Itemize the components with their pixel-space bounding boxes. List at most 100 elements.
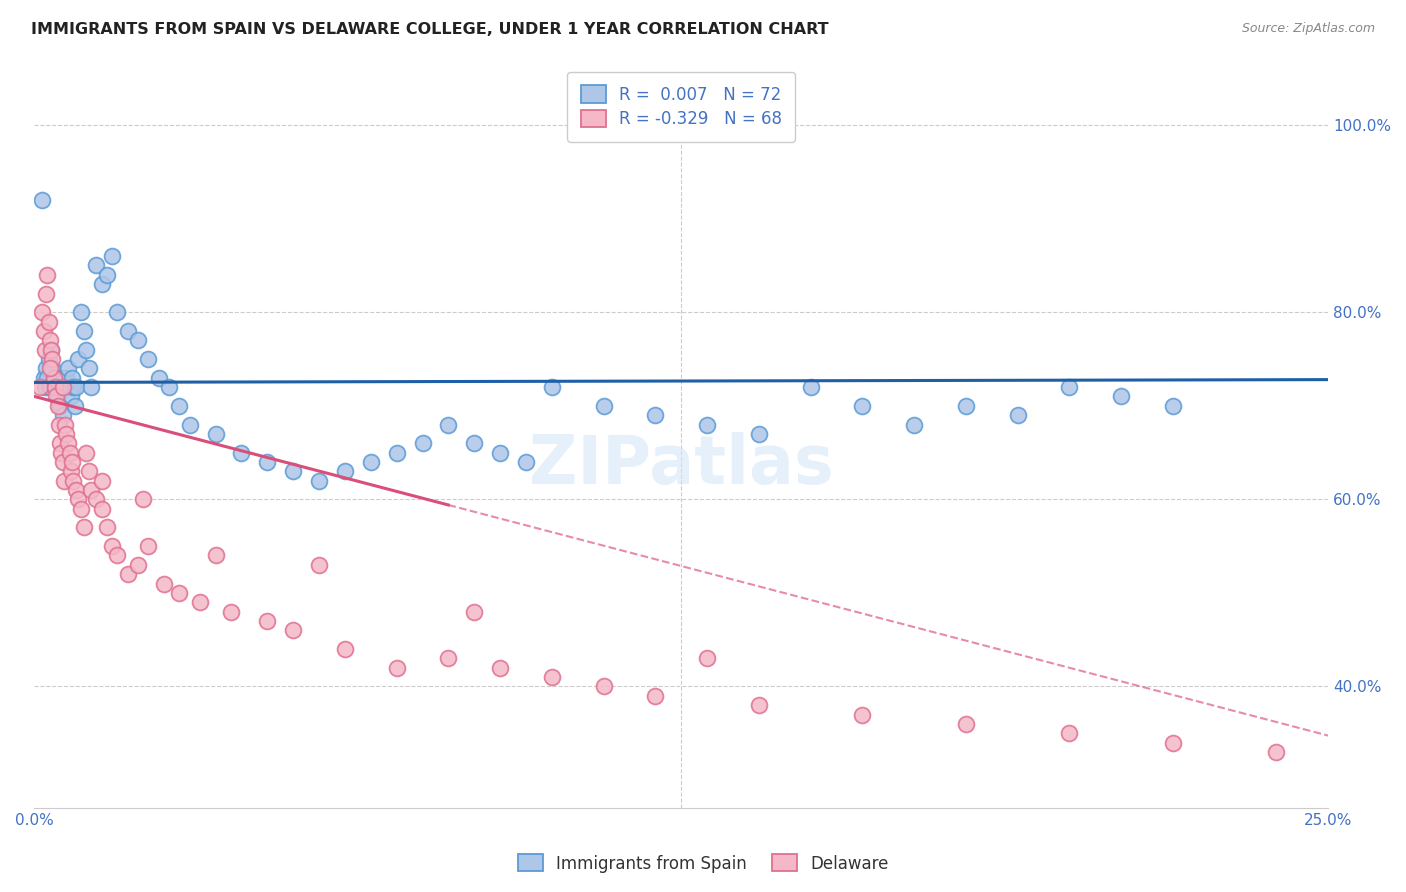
Point [851,399,873,413]
Point [34,380,56,394]
Point [903,417,925,432]
Point [333,464,356,478]
Point [38,334,60,348]
Point [1007,408,1029,422]
Point [132,492,155,507]
Text: Source: ZipAtlas.com: Source: ZipAtlas.com [1241,22,1375,36]
Point [72,324,94,338]
Point [56,436,79,450]
Point [148,370,170,384]
Point [34,343,56,357]
Point [59,389,82,403]
Point [65,380,87,394]
Point [1059,726,1081,740]
Point [696,651,718,665]
Point [35,361,58,376]
Point [53,370,76,384]
Point [1109,389,1132,403]
Point [48,380,70,394]
Point [105,305,128,319]
Point [256,455,278,469]
Point [46,389,69,403]
Point [67,352,90,367]
Point [204,549,226,563]
Point [65,483,87,497]
Point [437,651,460,665]
Point [52,408,75,422]
Point [117,324,139,338]
Point [51,380,73,394]
Point [37,268,59,282]
Point [62,474,84,488]
Point [46,399,69,413]
Point [360,455,382,469]
Point [127,334,149,348]
Point [188,595,211,609]
Point [136,352,159,367]
Point [256,614,278,628]
Point [38,315,60,329]
Point [748,426,770,441]
Point [41,361,63,376]
Point [117,567,139,582]
Point [308,474,330,488]
Point [489,661,512,675]
Point [101,249,124,263]
Point [77,361,100,376]
Point [72,520,94,534]
Point [463,436,485,450]
Point [127,558,149,572]
Point [515,455,537,469]
Point [70,305,93,319]
Point [136,539,159,553]
Point [281,624,304,638]
Point [42,370,65,384]
Point [39,343,62,357]
Point [592,399,614,413]
Point [49,380,72,394]
Point [44,380,66,394]
Point [80,380,103,394]
Point [644,689,666,703]
Point [86,492,108,507]
Point [62,380,84,394]
Point [169,586,191,600]
Point [52,455,75,469]
Point [219,605,242,619]
Point [38,380,60,394]
Point [1161,736,1184,750]
Legend: R =  0.007   N = 72, R = -0.329   N = 68: R = 0.007 N = 72, R = -0.329 N = 68 [567,72,796,142]
Point [55,370,77,384]
Point [644,408,666,422]
Text: ZIPatlas: ZIPatlas [529,432,834,498]
Point [541,670,564,684]
Point [55,426,77,441]
Point [281,464,304,478]
Point [90,277,112,292]
Point [412,436,434,450]
Point [157,380,180,394]
Point [955,399,977,413]
Point [489,445,512,459]
Point [1161,399,1184,413]
Point [385,445,408,459]
Point [463,605,485,619]
Point [179,417,201,432]
Legend: Immigrants from Spain, Delaware: Immigrants from Spain, Delaware [510,847,896,880]
Point [77,464,100,478]
Point [955,717,977,731]
Point [63,399,86,413]
Point [39,343,62,357]
Point [1059,380,1081,394]
Point [38,361,60,376]
Point [96,268,118,282]
Point [38,352,60,367]
Point [437,417,460,432]
Point [55,417,77,432]
Point [51,445,73,459]
Point [75,343,97,357]
Point [58,380,80,394]
Point [231,445,253,459]
Point [45,370,67,384]
Point [90,501,112,516]
